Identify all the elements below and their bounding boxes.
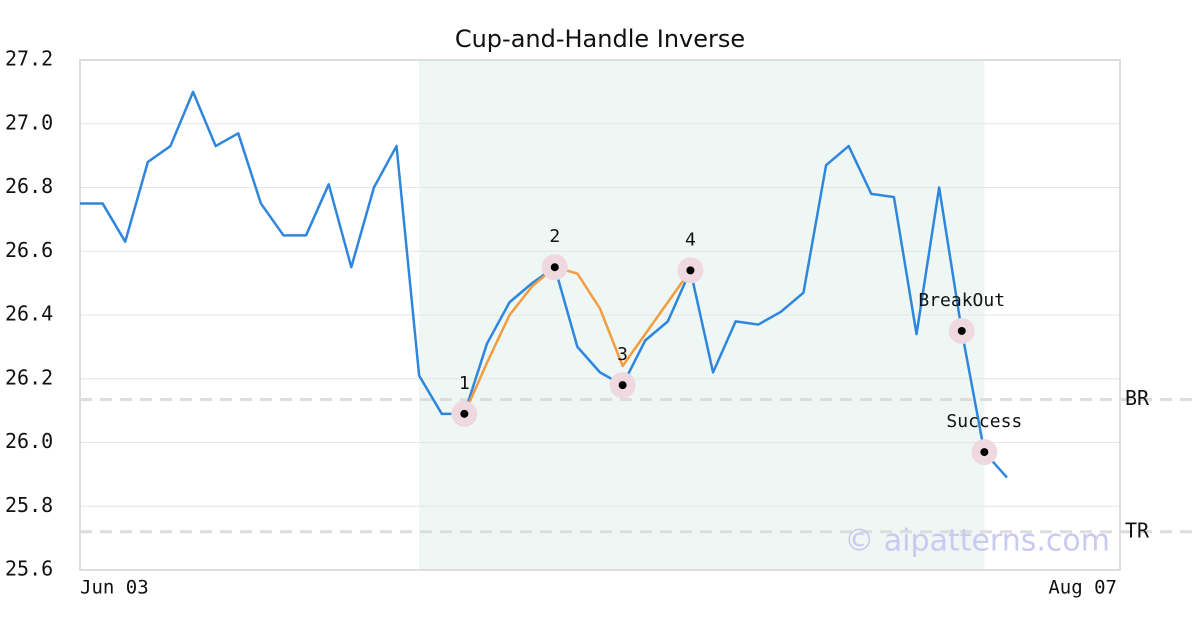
y-tick-label: 25.6 [5,557,53,581]
annotation-label: 3 [617,344,628,365]
y-tick-label: 27.2 [5,47,53,71]
annotation-point [957,326,966,335]
annotation-label: Success [946,411,1022,432]
level-label: TR [1125,518,1150,542]
y-tick-label: 26.4 [5,302,53,326]
annotation-label: BreakOut [918,290,1005,311]
annotation-label: 1 [459,373,470,394]
y-tick-label: 26.2 [5,365,53,389]
y-tick-label: 25.8 [5,493,53,517]
y-tick-label: 26.6 [5,238,53,262]
annotation-point [550,263,559,272]
chart-title: Cup-and-Handle Inverse [455,25,745,53]
annotation-point [980,448,989,457]
series-line [463,265,692,415]
annotation-point [460,409,469,418]
y-tick-label: 26.0 [5,429,53,453]
annotation-label: 2 [549,226,560,247]
annotation-point [686,266,695,275]
annotation-label: 4 [685,229,696,250]
watermark: © aipatterns.com [844,524,1110,559]
level-label: BR [1125,386,1150,410]
x-tick-label: Aug 07 [1048,577,1117,599]
x-tick-label: Jun 03 [80,577,149,599]
y-tick-label: 26.8 [5,174,53,198]
annotation-point [618,381,627,390]
plot-frame [79,59,1121,571]
y-tick-label: 27.0 [5,110,53,134]
